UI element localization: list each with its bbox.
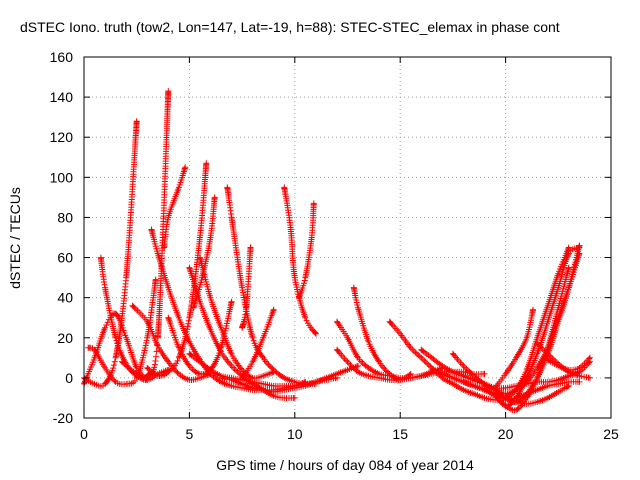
y-tick-label: 140	[50, 89, 74, 105]
x-tick-label: 20	[498, 426, 514, 442]
series-markers	[129, 302, 214, 383]
series-arc23	[350, 284, 414, 383]
series-arc18	[239, 306, 277, 381]
x-axis-label: GPS time / hours of day 084 of year 2014	[216, 457, 474, 473]
grid-lines	[84, 57, 611, 418]
series-markers	[239, 244, 254, 331]
x-tick-label: 15	[392, 426, 408, 442]
y-tick-label: 80	[57, 209, 73, 225]
series-markers	[544, 354, 593, 373]
series-arc20	[296, 200, 317, 301]
axis-ticks: 0 5 10 15 20 25 -20 0 20 40 60 80 100 120 140 160	[50, 49, 619, 442]
series-markers	[481, 242, 583, 405]
series-arc5	[129, 302, 214, 383]
series-markers	[239, 306, 277, 381]
y-axis-label: dSTEC / TECUs	[7, 187, 23, 289]
series-markers	[144, 160, 210, 379]
x-tick-label: 0	[80, 426, 88, 442]
plot-frame	[83, 56, 612, 419]
series-markers	[350, 284, 414, 383]
series-markers	[161, 164, 189, 251]
series-arc34	[544, 354, 593, 373]
series-markers	[492, 306, 536, 391]
series-markers	[190, 194, 218, 311]
series-markers	[281, 184, 319, 337]
y-tick-label: 20	[57, 330, 73, 346]
y-tick-label: 100	[50, 169, 74, 185]
x-tick-label: 5	[186, 426, 194, 442]
x-tick-label: 25	[603, 426, 619, 442]
series-markers	[296, 200, 317, 301]
x-tick-label: 10	[287, 426, 303, 442]
y-tick-label: 40	[57, 290, 73, 306]
series-arc29	[481, 242, 583, 405]
y-tick-label: 160	[50, 49, 74, 65]
series-arc17	[239, 244, 254, 331]
data-series	[81, 88, 593, 414]
series-arc31	[502, 244, 572, 401]
series-arc10	[144, 160, 210, 379]
y-tick-label: -20	[53, 410, 73, 426]
y-tick-label: 60	[57, 250, 73, 266]
series-arc19	[281, 184, 319, 337]
y-tick-label: 0	[65, 370, 73, 386]
series-arc14	[190, 194, 218, 311]
series-arc32	[492, 306, 536, 391]
y-tick-label: 120	[50, 129, 74, 145]
series-arc8	[161, 164, 189, 251]
series-markers	[502, 244, 572, 401]
chart-title: dSTEC Iono. truth (tow2, Lon=147, Lat=-1…	[20, 19, 560, 35]
